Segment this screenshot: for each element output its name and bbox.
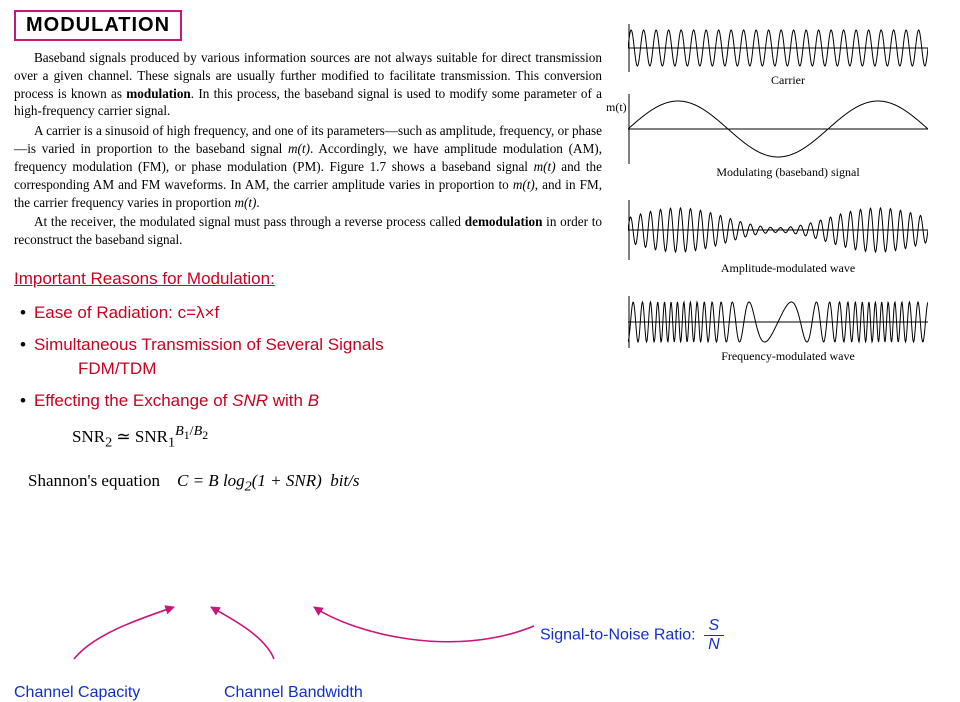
fig-carrier: Carrier (628, 24, 948, 88)
var-mt: m(t) (234, 195, 256, 210)
bullet-icon: • (20, 303, 26, 322)
frac-denominator: N (704, 636, 724, 654)
fig-caption: Frequency-modulated wave (628, 349, 948, 364)
frac-numerator: S (704, 617, 724, 636)
para-2: A carrier is a sinusoid of high frequenc… (14, 122, 602, 211)
bullet-snr-exchange: • Effecting the Exchange of SNR with B (20, 391, 589, 411)
label-mt: m(t) (606, 100, 627, 115)
label-channel-capacity: Channel Capacity (14, 684, 140, 702)
var-mt: m(t) (288, 141, 310, 156)
fm-wave (628, 296, 928, 348)
bullet-text: Ease of Radiation: c=λ×f (34, 303, 219, 322)
text: At the receiver, the modulated signal mu… (34, 214, 465, 229)
carrier-wave (628, 24, 928, 72)
bullet-icon: • (20, 391, 26, 410)
definition-paragraphs: Baseband signals produced by various inf… (14, 49, 602, 249)
bullet-sub-fdmtdm: FDM/TDM (78, 359, 589, 379)
para-1: Baseband signals produced by various inf… (14, 49, 602, 120)
var-mt: m(t) (513, 177, 535, 192)
para-3: At the receiver, the modulated signal mu… (14, 213, 602, 249)
fig-caption: Modulating (baseband) signal (628, 165, 948, 180)
baseband-wave (628, 94, 928, 164)
term-demodulation: demodulation (465, 214, 543, 229)
shannon-equation: Shannon's equation C = B log2(1 + SNR) b… (28, 471, 589, 495)
fig-am: Amplitude-modulated wave (628, 200, 948, 276)
reasons-section: Important Reasons for Modulation: • Ease … (14, 269, 589, 495)
var-snr: SNR (232, 391, 268, 410)
snr-fraction: S N (704, 617, 724, 654)
bullet-simultaneous-tx: • Simultaneous Transmission of Several Si… (20, 335, 589, 355)
shannon-formula: C = B log2(1 + SNR) bit/s (177, 471, 360, 490)
text: . (256, 195, 259, 210)
shannon-label: Shannon's equation (28, 471, 160, 490)
fig-caption: Amplitude-modulated wave (628, 261, 948, 276)
label-channel-bandwidth: Channel Bandwidth (224, 684, 363, 702)
bullet-ease-of-radiation: • Ease of Radiation: c=λ×f (20, 303, 589, 323)
bullet-text: Effecting the Exchange of (34, 391, 232, 410)
snr-exchange-equation: SNR2 ≃ SNR1B1/B2 (72, 423, 589, 451)
annotation-arrows (14, 604, 654, 664)
term-modulation: modulation (126, 86, 191, 101)
section-title: MODULATION (14, 10, 182, 41)
var-mt: m(t) (534, 159, 556, 174)
fig-caption: Carrier (628, 73, 948, 88)
bullet-icon: • (20, 335, 26, 354)
fig-fm: Frequency-modulated wave (628, 296, 948, 364)
fig-baseband: m(t) Modulating (baseband) signal (628, 94, 948, 180)
var-b: B (308, 391, 319, 410)
waveform-figures: Carrier m(t) Modulating (baseband) signa… (628, 24, 948, 370)
am-wave (628, 200, 928, 260)
bullet-text: Simultaneous Transmission of Several Sig… (34, 335, 384, 354)
bullet-text: with (268, 391, 308, 410)
reasons-heading: Important Reasons for Modulation: (14, 269, 589, 289)
